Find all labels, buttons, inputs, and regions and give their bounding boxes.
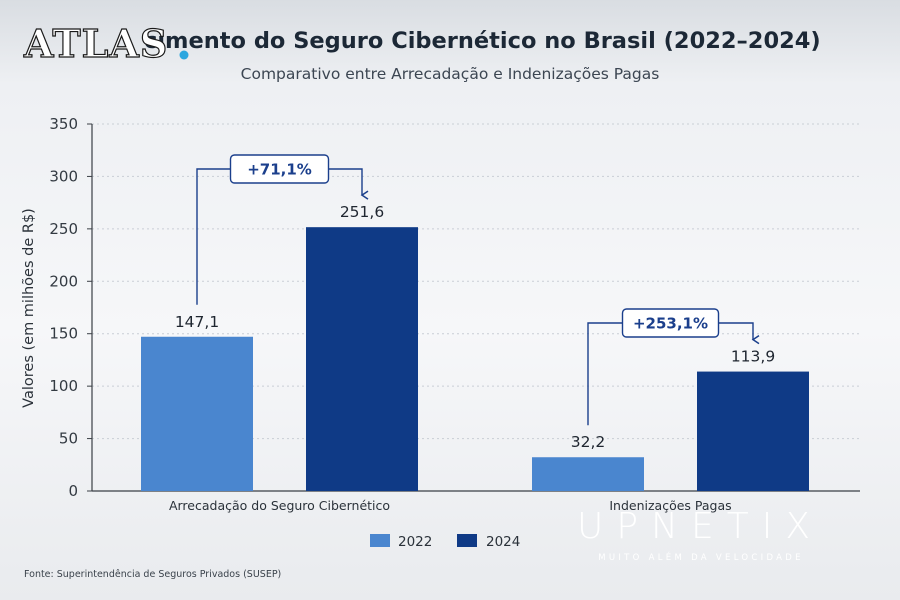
growth-label-arrecadacao: +71,1%	[247, 161, 312, 179]
bar-2022-arrecadacao	[141, 336, 253, 491]
upnetix-tagline: MUITO ALÉM DA VELOCIDADE	[598, 551, 804, 563]
atlas-logo: ATLAS	[22, 20, 189, 67]
data-label-2024-arrecadacao: 251,6	[340, 203, 384, 221]
bar-2022-indenizacoes	[532, 457, 644, 491]
y-tick-label-300: 300	[49, 167, 78, 185]
legend-swatch-2022	[370, 534, 390, 547]
y-tick-label-250: 250	[49, 220, 78, 238]
y-tick-label-150: 150	[49, 325, 78, 343]
y-tick-label-200: 200	[49, 272, 78, 290]
legend-label-2024: 2024	[486, 534, 520, 550]
growth-label-indenizacoes: +253,1%	[633, 315, 708, 333]
bars	[141, 227, 809, 491]
atlas-logo-text: ATLAS	[23, 21, 168, 66]
x-category-label-indenizacoes: Indenizações Pagas	[609, 498, 731, 513]
y-axis-label: Valores (em milhões de R$)	[21, 208, 37, 408]
y-tick-label-50: 50	[59, 430, 78, 448]
source-note: Fonte: Superintendência de Seguros Priva…	[24, 569, 281, 580]
atlas-logo-dot	[179, 50, 189, 60]
bar-2024-arrecadacao	[306, 227, 418, 491]
y-tick-label-0: 0	[68, 482, 78, 500]
upnetix-brand-name: UPNETIX	[577, 506, 823, 547]
growth-box-indenizacoes	[621, 308, 720, 338]
legend-label-2022: 2022	[398, 534, 432, 550]
growth-box-arrecadacao	[229, 154, 330, 184]
chart-title: cimento do Seguro Cibernético no Brasil …	[144, 28, 821, 54]
data-label-2022-indenizacoes: 32,2	[571, 433, 606, 451]
legend-swatch-2024	[457, 534, 477, 547]
data-label-2022-arrecadacao: 147,1	[175, 313, 219, 331]
growth-annotations: +71,1% +253,1%	[196, 154, 760, 426]
chart-subtitle: Comparativo entre Arrecadação e Indeniza…	[241, 65, 660, 83]
x-category-label-arrecadacao: Arrecadação do Seguro Cibernético	[169, 498, 390, 513]
y-tick-label-100: 100	[49, 377, 78, 395]
upnetix-watermark: UPNETIX MUITO ALÉM DA VELOCIDADE	[577, 506, 823, 563]
bar-2024-indenizacoes	[697, 371, 809, 491]
data-label-2024-indenizacoes: 113,9	[731, 348, 775, 366]
legend: 2022 2024	[370, 534, 520, 550]
y-tick-label-350: 350	[49, 115, 78, 133]
data-labels: 147,1 251,6 Arrecadação do Seguro Cibernét…	[169, 203, 775, 513]
